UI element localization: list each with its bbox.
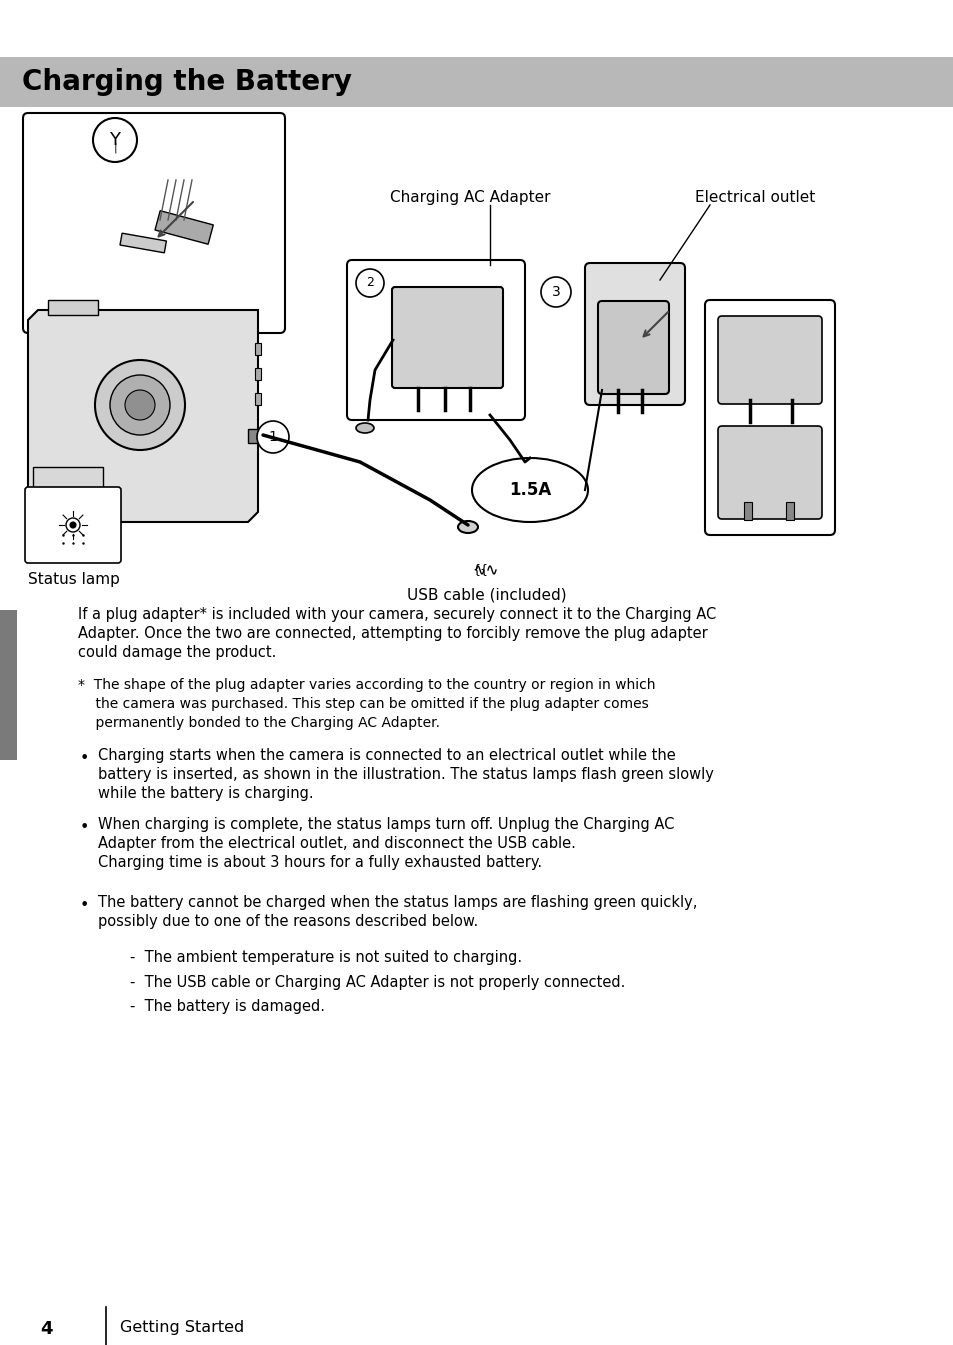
Text: {{: {{ — [472, 564, 488, 577]
Text: the camera was purchased. This step can be omitted if the plug adapter comes: the camera was purchased. This step can … — [78, 697, 648, 712]
Circle shape — [617, 321, 652, 358]
Text: Electrical outlet: Electrical outlet — [695, 190, 815, 204]
Circle shape — [628, 334, 640, 346]
FancyBboxPatch shape — [718, 426, 821, 519]
Bar — [254, 393, 261, 405]
FancyBboxPatch shape — [392, 286, 502, 387]
Text: 1.5A: 1.5A — [508, 482, 551, 499]
Text: Charging AC Adapter: Charging AC Adapter — [390, 190, 550, 204]
Text: Getting Started: Getting Started — [120, 1319, 244, 1336]
Circle shape — [66, 518, 80, 533]
Ellipse shape — [472, 459, 587, 522]
Text: -  The USB cable or Charging AC Adapter is not properly connected.: - The USB cable or Charging AC Adapter i… — [130, 975, 625, 990]
Text: USB cable (included): USB cable (included) — [407, 588, 566, 603]
Text: -  The ambient temperature is not suited to charging.: - The ambient temperature is not suited … — [130, 950, 521, 964]
Text: Status lamp: Status lamp — [28, 572, 120, 586]
Bar — [48, 300, 98, 315]
Bar — [154, 211, 213, 245]
Text: •: • — [80, 751, 90, 767]
FancyBboxPatch shape — [23, 113, 285, 334]
Text: 2: 2 — [366, 277, 374, 289]
Text: 1: 1 — [269, 430, 277, 444]
Circle shape — [92, 118, 137, 161]
Text: Adapter from the electrical outlet, and disconnect the USB cable.: Adapter from the electrical outlet, and … — [98, 837, 576, 851]
Text: while the battery is charging.: while the battery is charging. — [98, 785, 314, 802]
Circle shape — [540, 277, 571, 307]
Polygon shape — [28, 309, 257, 522]
Bar — [0, 56, 953, 108]
Text: battery is inserted, as shown in the illustration. The status lamps flash green : battery is inserted, as shown in the ill… — [98, 767, 713, 781]
Bar — [254, 369, 261, 381]
Text: •: • — [80, 898, 90, 913]
Text: •: • — [80, 820, 90, 835]
FancyBboxPatch shape — [584, 264, 684, 405]
Bar — [248, 429, 263, 443]
Text: |: | — [113, 143, 116, 153]
Text: Y: Y — [110, 130, 120, 149]
FancyBboxPatch shape — [25, 487, 121, 564]
FancyBboxPatch shape — [704, 300, 834, 535]
Circle shape — [355, 269, 384, 297]
Text: Charging time is about 3 hours for a fully exhausted battery.: Charging time is about 3 hours for a ful… — [98, 855, 541, 870]
Text: When charging is complete, the status lamps turn off. Unplug the Charging AC: When charging is complete, the status la… — [98, 816, 674, 833]
Text: The battery cannot be charged when the status lamps are flashing green quickly,: The battery cannot be charged when the s… — [98, 894, 697, 911]
Circle shape — [125, 390, 154, 420]
Bar — [743, 502, 751, 521]
Circle shape — [95, 360, 185, 451]
Circle shape — [70, 522, 76, 529]
Text: Charging the Battery: Charging the Battery — [22, 69, 352, 95]
Text: could damage the product.: could damage the product. — [78, 646, 276, 660]
Text: If a plug adapter* is included with your camera, securely connect it to the Char: If a plug adapter* is included with your… — [78, 607, 716, 621]
FancyBboxPatch shape — [718, 316, 821, 404]
Bar — [120, 233, 166, 253]
Text: Adapter. Once the two are connected, attempting to forcibly remove the plug adap: Adapter. Once the two are connected, att… — [78, 625, 707, 642]
Ellipse shape — [457, 521, 477, 533]
Bar — [254, 343, 261, 355]
Text: 3: 3 — [551, 285, 559, 299]
Text: Charging starts when the camera is connected to an electrical outlet while the: Charging starts when the camera is conne… — [98, 748, 675, 763]
Text: 4: 4 — [40, 1319, 52, 1338]
Bar — [0, 611, 17, 760]
FancyBboxPatch shape — [347, 260, 524, 420]
Text: *  The shape of the plug adapter varies according to the country or region in wh: * The shape of the plug adapter varies a… — [78, 678, 655, 691]
Text: permanently bonded to the Charging AC Adapter.: permanently bonded to the Charging AC Ad… — [78, 716, 439, 730]
Text: -  The battery is damaged.: - The battery is damaged. — [130, 999, 325, 1014]
Bar — [785, 502, 793, 521]
Bar — [33, 467, 103, 507]
Circle shape — [256, 421, 289, 453]
FancyBboxPatch shape — [598, 301, 668, 394]
Circle shape — [110, 375, 170, 434]
Ellipse shape — [355, 422, 374, 433]
Text: possibly due to one of the reasons described below.: possibly due to one of the reasons descr… — [98, 915, 477, 929]
